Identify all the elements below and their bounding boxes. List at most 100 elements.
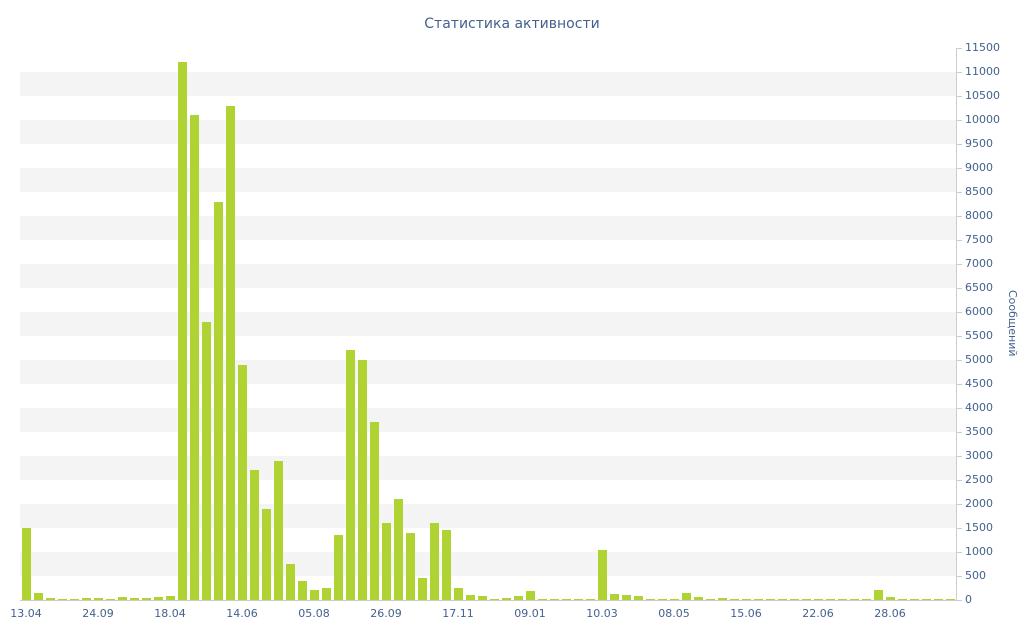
y-axis-tick xyxy=(957,384,962,385)
bar xyxy=(597,550,607,600)
y-tick-label: 11500 xyxy=(965,41,1000,54)
bar xyxy=(933,599,943,600)
x-tick-label: 18.04 xyxy=(154,607,186,620)
bar xyxy=(657,599,667,600)
bar xyxy=(549,599,559,600)
bar xyxy=(813,599,823,600)
chart-title: Статистика активности xyxy=(424,16,600,32)
x-tick-label: 09.01 xyxy=(514,607,546,620)
y-axis-tick xyxy=(957,240,962,241)
x-tick-label: 08.05 xyxy=(658,607,690,620)
bar xyxy=(213,202,223,600)
bar xyxy=(249,470,259,600)
x-tick-label: 10.03 xyxy=(586,607,618,620)
y-tick-label: 5500 xyxy=(965,329,993,342)
bar xyxy=(201,322,211,600)
bar xyxy=(477,596,487,600)
bar xyxy=(525,591,535,600)
x-tick-label: 22.06 xyxy=(802,607,834,620)
bar xyxy=(585,599,595,600)
x-tick-label: 26.09 xyxy=(370,607,402,620)
y-tick-label: 11000 xyxy=(965,65,1000,78)
bar xyxy=(849,599,859,600)
bar xyxy=(921,599,931,600)
bar xyxy=(801,599,811,600)
y-tick-label: 10500 xyxy=(965,89,1000,102)
bar xyxy=(321,588,331,600)
y-tick-label: 8500 xyxy=(965,185,993,198)
x-tick-label: 15.06 xyxy=(730,607,762,620)
x-tick-label: 28.06 xyxy=(874,607,906,620)
y-tick-label: 5000 xyxy=(965,353,993,366)
bar xyxy=(537,599,547,600)
y-tick-label: 6500 xyxy=(965,281,993,294)
y-tick-label: 3500 xyxy=(965,425,993,438)
bar xyxy=(789,599,799,600)
y-axis-tick xyxy=(957,456,962,457)
bar xyxy=(717,598,727,600)
x-tick-label: 24.09 xyxy=(82,607,114,620)
bar xyxy=(741,599,751,600)
y-tick-label: 2500 xyxy=(965,473,993,486)
bar xyxy=(417,578,427,600)
bar xyxy=(261,509,271,600)
bar xyxy=(621,595,631,600)
bar xyxy=(429,523,439,600)
y-axis-label: Сообщений xyxy=(1006,290,1019,357)
bar xyxy=(165,596,175,600)
bar xyxy=(93,598,103,600)
bar xyxy=(513,596,523,600)
bar xyxy=(777,599,787,600)
y-tick-label: 10000 xyxy=(965,113,1000,126)
bar xyxy=(57,599,67,600)
bar xyxy=(705,599,715,600)
y-axis-tick xyxy=(957,480,962,481)
bar xyxy=(69,599,79,600)
bar xyxy=(825,599,835,600)
bar xyxy=(45,598,55,600)
bar xyxy=(609,594,619,600)
plot-area xyxy=(20,48,957,601)
y-axis-tick xyxy=(957,528,962,529)
x-tick-label: 13.04 xyxy=(10,607,42,620)
x-tick-label: 05.08 xyxy=(298,607,330,620)
bar xyxy=(645,599,655,600)
bar xyxy=(909,599,919,600)
x-tick-label: 14.06 xyxy=(226,607,258,620)
bar xyxy=(105,599,115,600)
bar xyxy=(669,599,679,600)
y-tick-label: 7000 xyxy=(965,257,993,270)
y-axis-tick xyxy=(957,216,962,217)
bar xyxy=(561,599,571,600)
y-tick-label: 4000 xyxy=(965,401,993,414)
bar xyxy=(309,590,319,600)
bar xyxy=(681,593,691,600)
bar xyxy=(345,350,355,600)
bar xyxy=(273,461,283,600)
bar xyxy=(729,599,739,600)
bar xyxy=(405,533,415,600)
y-axis-tick xyxy=(957,504,962,505)
y-tick-label: 1000 xyxy=(965,545,993,558)
bar xyxy=(453,588,463,600)
bar xyxy=(873,590,883,600)
bar xyxy=(177,62,187,600)
y-axis-tick xyxy=(957,312,962,313)
x-tick-label: 17.11 xyxy=(442,607,474,620)
bar xyxy=(465,595,475,600)
bar xyxy=(765,599,775,600)
bar xyxy=(129,598,139,600)
bar xyxy=(945,599,955,600)
bar xyxy=(33,593,43,600)
bar xyxy=(885,597,895,600)
bar xyxy=(237,365,247,600)
y-axis-tick xyxy=(957,192,962,193)
bar xyxy=(189,115,199,600)
bar xyxy=(897,599,907,600)
bar xyxy=(81,598,91,600)
bar xyxy=(153,597,163,600)
y-axis-tick xyxy=(957,576,962,577)
bar xyxy=(441,530,451,600)
bar xyxy=(861,599,871,600)
y-axis-tick xyxy=(957,96,962,97)
